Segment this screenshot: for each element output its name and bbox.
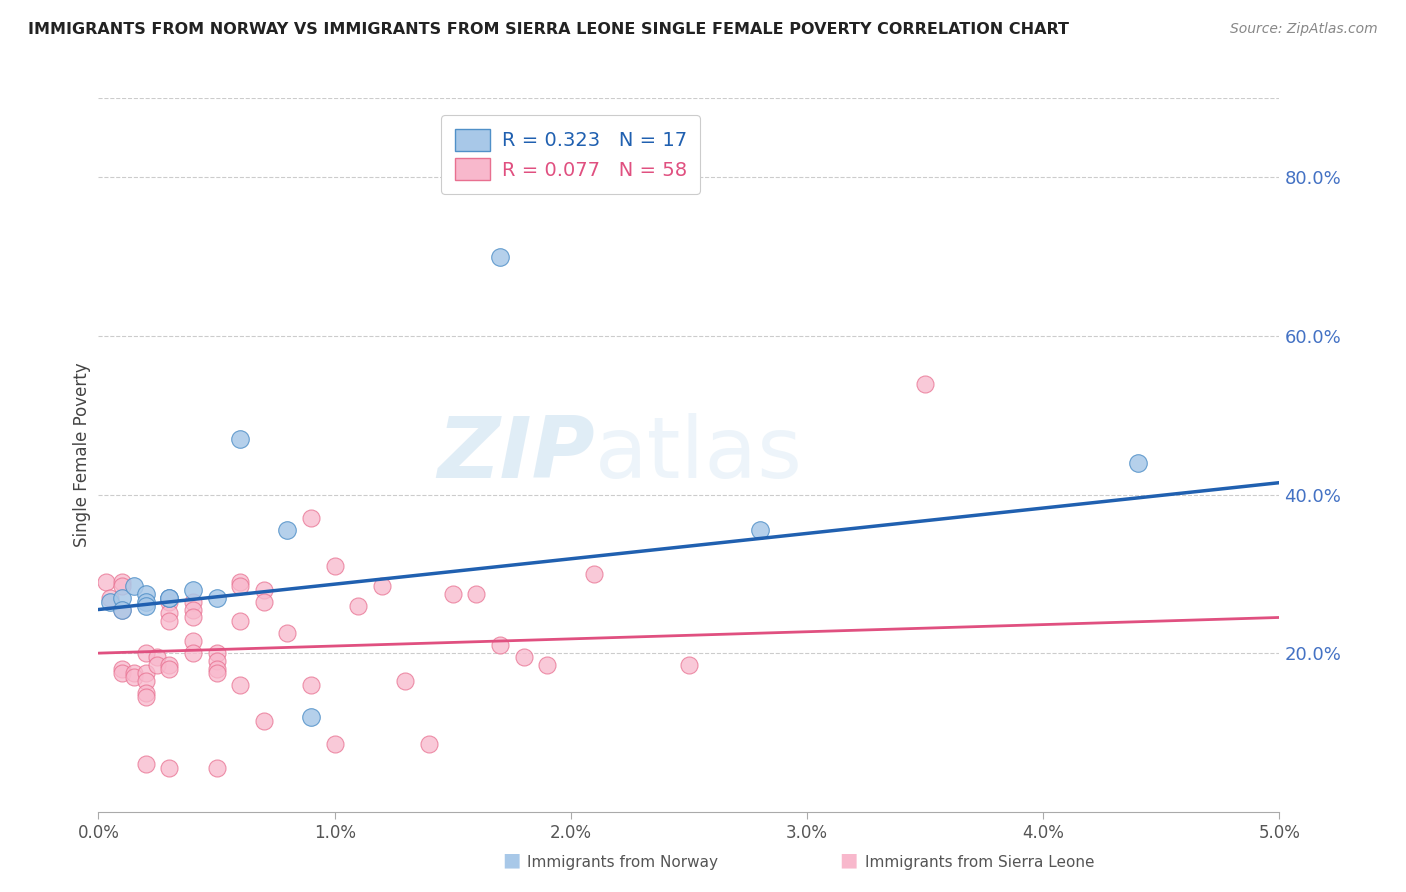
Point xyxy=(98,594,121,608)
Point xyxy=(253,714,276,728)
Point xyxy=(181,602,204,616)
Point xyxy=(135,757,157,772)
Point xyxy=(157,615,180,629)
Point xyxy=(135,690,157,704)
Text: Immigrants from Norway: Immigrants from Norway xyxy=(527,855,718,870)
Point xyxy=(229,678,252,692)
Point xyxy=(157,662,180,676)
Point xyxy=(914,376,936,391)
Point xyxy=(276,626,298,640)
Point xyxy=(135,673,157,688)
Point xyxy=(181,594,204,608)
Point xyxy=(299,678,322,692)
Text: Source: ZipAtlas.com: Source: ZipAtlas.com xyxy=(1230,22,1378,37)
Y-axis label: Single Female Poverty: Single Female Poverty xyxy=(73,363,91,547)
Point xyxy=(536,658,558,673)
Point xyxy=(394,673,416,688)
Point xyxy=(229,579,252,593)
Point xyxy=(465,587,488,601)
Point xyxy=(205,662,228,676)
Point xyxy=(441,587,464,601)
Point xyxy=(323,558,346,573)
Point xyxy=(111,602,134,616)
Point xyxy=(229,615,252,629)
Point xyxy=(1126,456,1149,470)
Point xyxy=(512,650,534,665)
Point xyxy=(583,566,606,581)
Point xyxy=(276,523,298,537)
Text: Immigrants from Sierra Leone: Immigrants from Sierra Leone xyxy=(865,855,1094,870)
Point xyxy=(122,670,145,684)
Point xyxy=(157,658,180,673)
Point xyxy=(347,599,370,613)
Point xyxy=(181,582,204,597)
Point xyxy=(135,599,157,613)
Point xyxy=(111,579,134,593)
Point xyxy=(157,761,180,775)
Point xyxy=(157,607,180,621)
Point xyxy=(205,665,228,680)
Point xyxy=(253,594,276,608)
Point xyxy=(98,591,121,605)
Point xyxy=(111,591,134,605)
Point xyxy=(299,709,322,723)
Point xyxy=(299,511,322,525)
Point xyxy=(111,662,134,676)
Point xyxy=(157,591,180,605)
Text: atlas: atlas xyxy=(595,413,803,497)
Point xyxy=(135,587,157,601)
Point xyxy=(94,574,117,589)
Legend: R = 0.323   N = 17, R = 0.077   N = 58: R = 0.323 N = 17, R = 0.077 N = 58 xyxy=(441,115,700,194)
Point xyxy=(157,594,180,608)
Point xyxy=(122,665,145,680)
Point xyxy=(205,654,228,668)
Point xyxy=(181,634,204,648)
Text: ■: ■ xyxy=(502,851,520,870)
Point xyxy=(489,638,512,652)
Point xyxy=(181,610,204,624)
Point xyxy=(146,650,169,665)
Point xyxy=(181,646,204,660)
Point xyxy=(135,665,157,680)
Point xyxy=(111,665,134,680)
Point xyxy=(135,646,157,660)
Text: IMMIGRANTS FROM NORWAY VS IMMIGRANTS FROM SIERRA LEONE SINGLE FEMALE POVERTY COR: IMMIGRANTS FROM NORWAY VS IMMIGRANTS FRO… xyxy=(28,22,1069,37)
Point xyxy=(205,761,228,775)
Point xyxy=(205,646,228,660)
Point xyxy=(748,523,770,537)
Point xyxy=(111,602,134,616)
Point xyxy=(229,574,252,589)
Point xyxy=(157,591,180,605)
Point xyxy=(371,579,394,593)
Point xyxy=(205,591,228,605)
Point xyxy=(135,686,157,700)
Point xyxy=(418,737,440,751)
Point xyxy=(111,574,134,589)
Point xyxy=(135,594,157,608)
Point xyxy=(157,591,180,605)
Point xyxy=(146,658,169,673)
Point xyxy=(678,658,700,673)
Text: ■: ■ xyxy=(839,851,858,870)
Point xyxy=(229,432,252,446)
Point xyxy=(122,579,145,593)
Point xyxy=(253,582,276,597)
Point xyxy=(489,250,512,264)
Text: ZIP: ZIP xyxy=(437,413,595,497)
Point xyxy=(323,737,346,751)
